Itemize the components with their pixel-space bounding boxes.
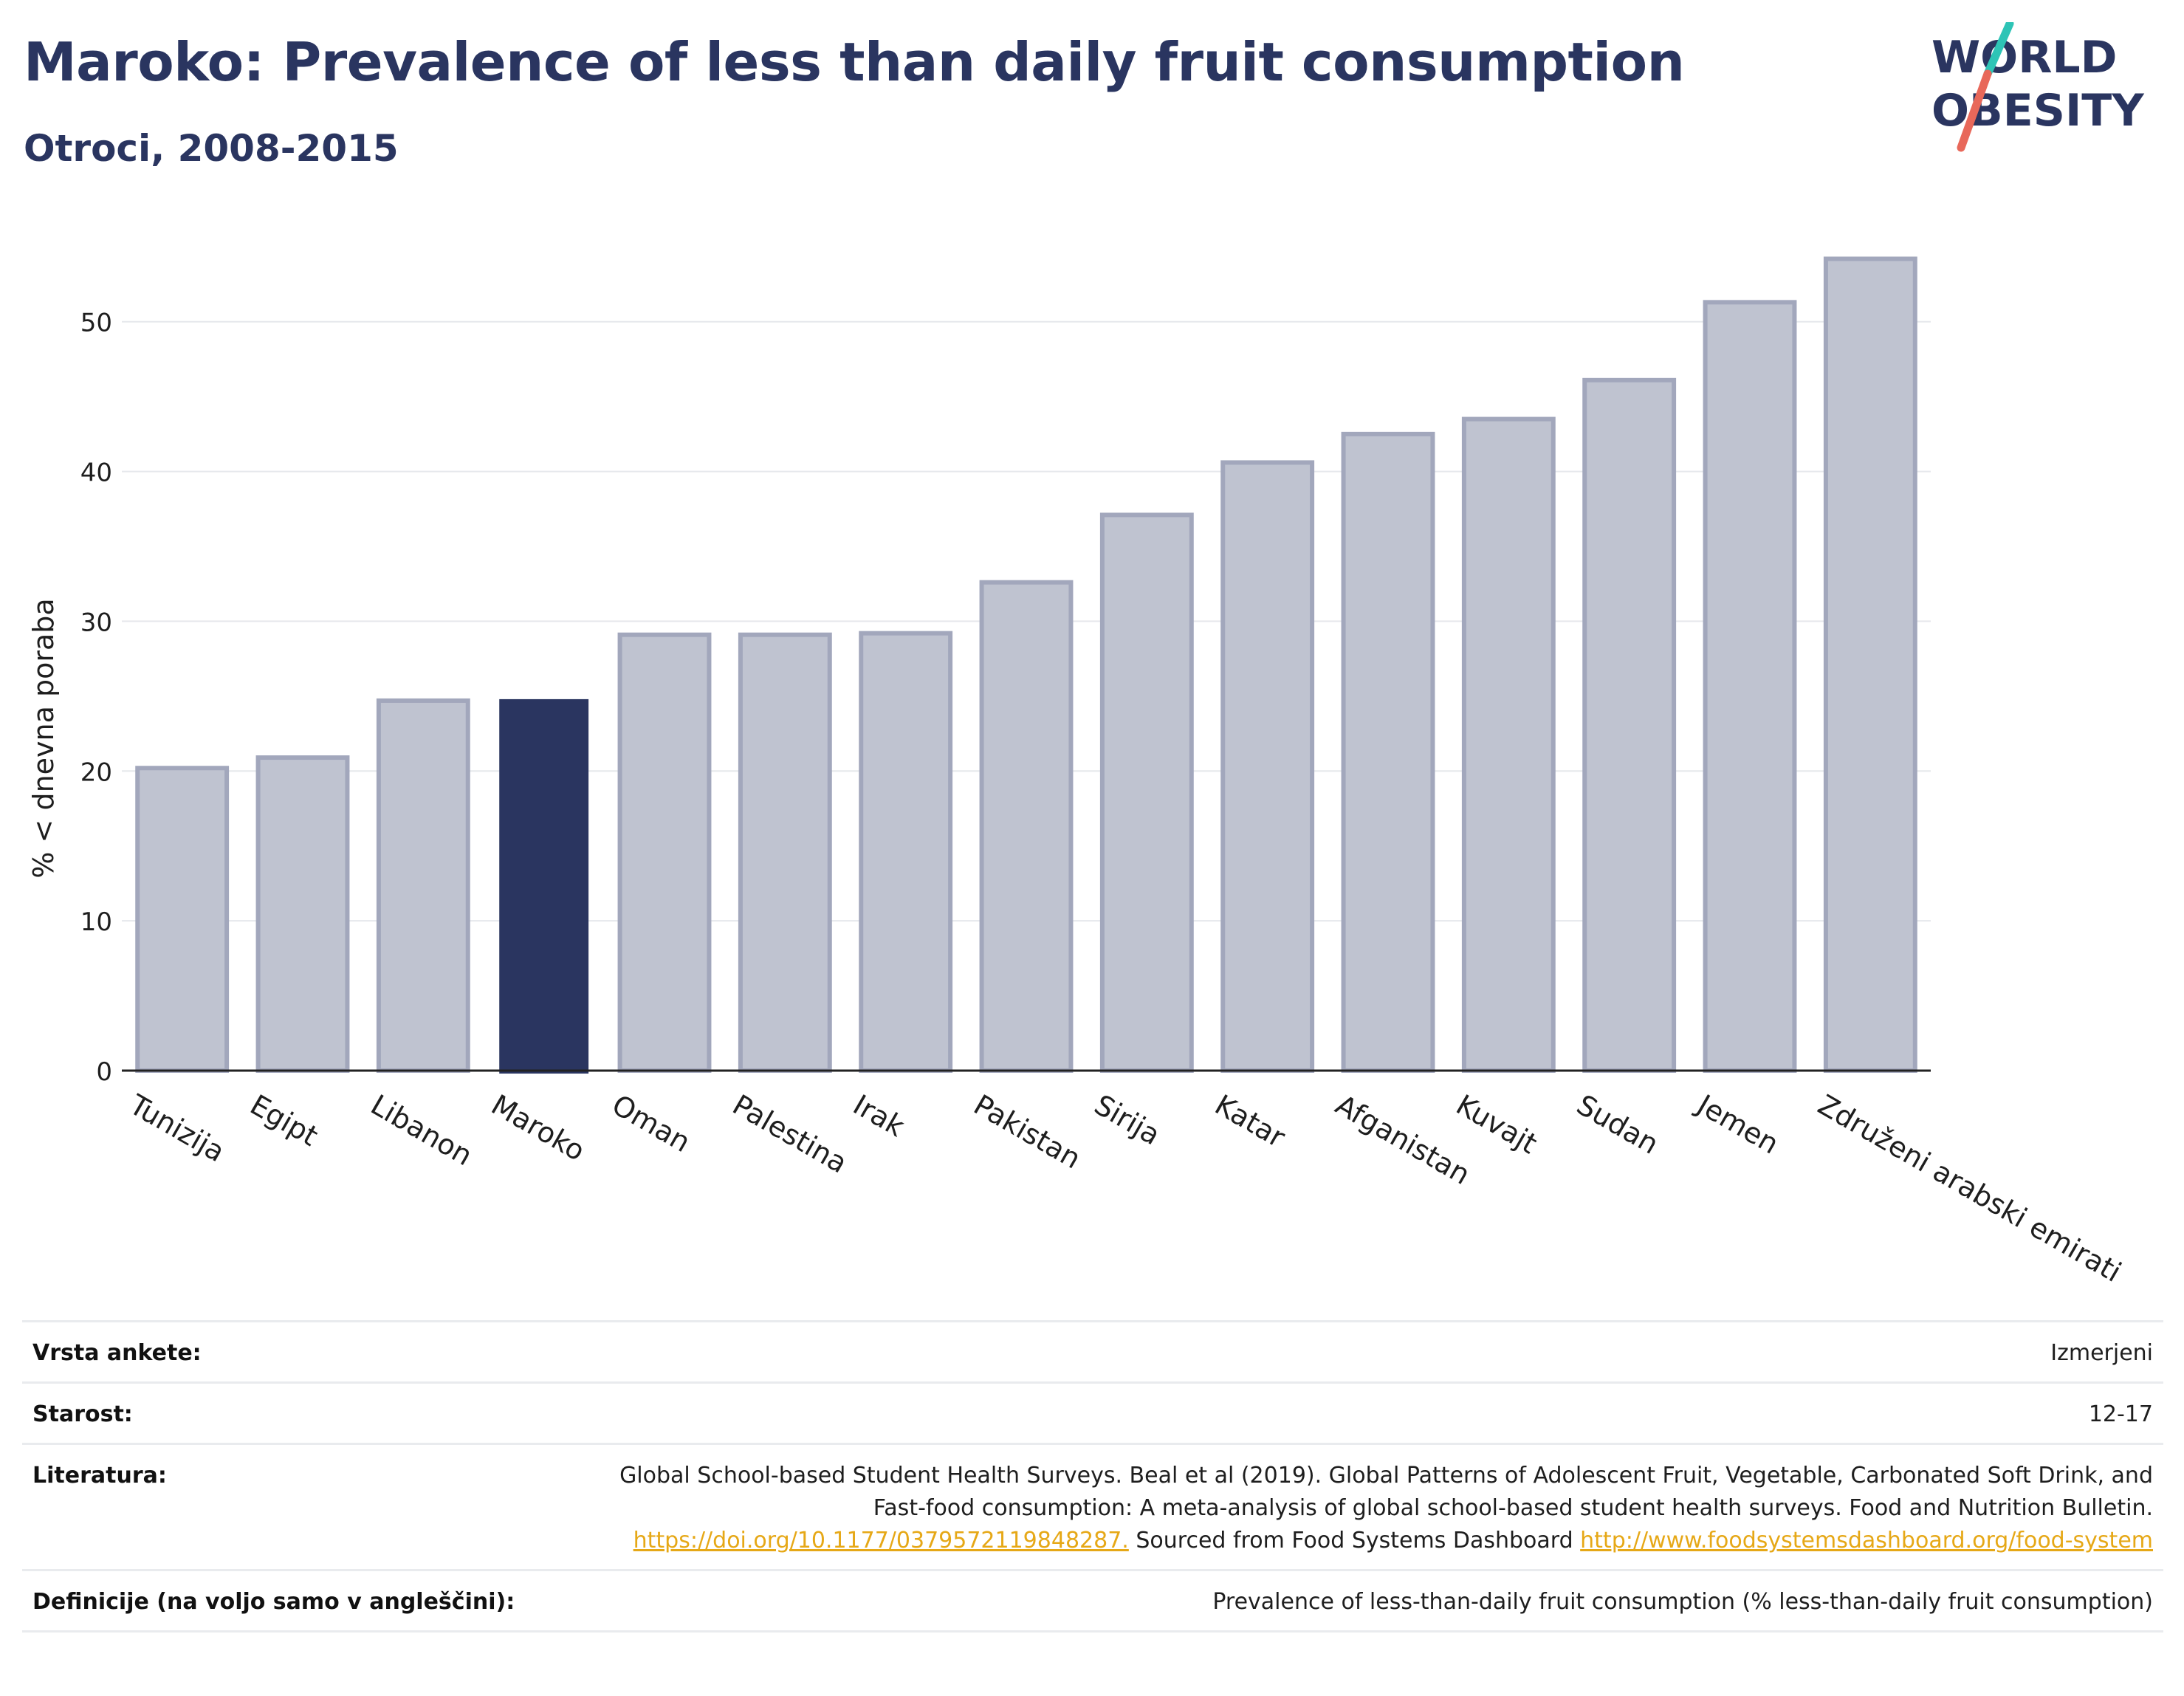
literature-label: Literatura: xyxy=(32,1463,167,1489)
y-tick-label: 20 xyxy=(80,758,112,787)
definitions-value: Prevalence of less-than-daily fruit cons… xyxy=(1212,1589,2153,1615)
bar-libanon xyxy=(376,698,470,1073)
bar-sirija xyxy=(1099,512,1194,1073)
bar-oman xyxy=(617,632,712,1073)
food-systems-dashboard-link[interactable]: http://www.foodsystemsdashboard.org/food… xyxy=(1580,1528,2153,1553)
bar-katar xyxy=(1220,460,1315,1073)
survey-type-label: Vrsta ankete: xyxy=(32,1340,202,1366)
bar-združeni-arabski-emirati xyxy=(1823,256,1917,1073)
x-tick-label: Maroko xyxy=(486,1088,591,1167)
bar-palestina xyxy=(738,632,832,1073)
x-tick-label: Irak xyxy=(848,1088,910,1143)
x-tick-label: Katar xyxy=(1209,1088,1291,1154)
age-value: 12-17 xyxy=(2088,1401,2153,1427)
y-tick-label: 30 xyxy=(80,608,112,637)
logo-slash-red xyxy=(1957,69,1992,152)
logo-line1: WORLD xyxy=(1931,32,2117,83)
bar-sudan xyxy=(1582,377,1677,1073)
x-tick-label: Palestina xyxy=(727,1088,853,1180)
x-tick-label: Pakistan xyxy=(969,1088,1087,1175)
x-tick-label: Kuvajt xyxy=(1451,1088,1542,1160)
chart-title: Maroko: Prevalence of less than daily fr… xyxy=(24,31,1685,93)
logo-slash-teal xyxy=(1983,22,2014,78)
y-tick-label: 0 xyxy=(96,1057,112,1087)
y-tick-label: 40 xyxy=(80,459,112,488)
literature-row: Literatura: Global School-based Student … xyxy=(22,1443,2163,1569)
bar-tunizija xyxy=(135,766,230,1073)
world-obesity-logo: WORLD OBESITY xyxy=(1931,22,2145,152)
bar-afganistan xyxy=(1341,431,1435,1073)
literature-value: Global School-based Student Health Surve… xyxy=(566,1460,2153,1557)
bars xyxy=(135,256,1917,1074)
literature-text-2: Sourced from Food Systems Dashboard xyxy=(1128,1528,1581,1553)
bar-jemen xyxy=(1703,300,1797,1073)
x-tick-label: Libanon xyxy=(365,1088,478,1172)
age-row: Starost: 12-17 xyxy=(22,1381,2163,1443)
x-tick-label: Egipt xyxy=(245,1088,324,1153)
y-tick-label: 10 xyxy=(80,907,112,937)
literature-text-1: Global School-based Student Health Surve… xyxy=(619,1463,2153,1521)
x-tick-label: Združeni arabski emirati xyxy=(1813,1088,2127,1288)
x-tick-labels: Tunizija Egipt Libanon Maroko Oman PalestinaI… xyxy=(123,1088,2126,1288)
x-tick-label: Jemen xyxy=(1691,1088,1785,1161)
x-tick-label: Sirija xyxy=(1089,1088,1166,1151)
x-tick-label: Tunizija xyxy=(123,1088,230,1168)
bar-egipt xyxy=(255,755,350,1073)
survey-type-value: Izmerjeni xyxy=(2050,1340,2153,1366)
age-label: Starost: xyxy=(32,1401,133,1427)
definitions-row: Definicije (na voljo samo v angleščini):… xyxy=(22,1569,2163,1633)
y-tick-label: 50 xyxy=(80,309,112,338)
chart-subtitle: Otroci, 2008-2015 xyxy=(24,127,399,170)
definitions-label: Definicije (na voljo samo v angleščini): xyxy=(32,1589,515,1615)
bar-chart: 0 10 20 30 40 50 Tunizija Egipt Libanon Maroko Om… xyxy=(27,256,2126,1288)
x-tick-label: Oman xyxy=(607,1088,696,1158)
x-tick-label: Sudan xyxy=(1571,1088,1664,1161)
bar-pakistan xyxy=(979,580,1074,1073)
survey-type-row: Vrsta ankete: Izmerjeni xyxy=(22,1320,2163,1381)
x-tick-label: Afganistan xyxy=(1330,1088,1476,1191)
doi-link[interactable]: https://doi.org/10.1177/0379572119848287… xyxy=(633,1528,1129,1553)
bar-irak xyxy=(859,631,953,1073)
y-tick-labels: 0 10 20 30 40 50 xyxy=(80,309,112,1087)
bar-kuvajt xyxy=(1461,416,1556,1073)
y-axis-label: % < dnevna poraba xyxy=(27,598,60,878)
bar-maroko xyxy=(499,698,589,1074)
chart-info-table: Vrsta ankete: Izmerjeni Starost: 12-17 L… xyxy=(22,1320,2163,1633)
